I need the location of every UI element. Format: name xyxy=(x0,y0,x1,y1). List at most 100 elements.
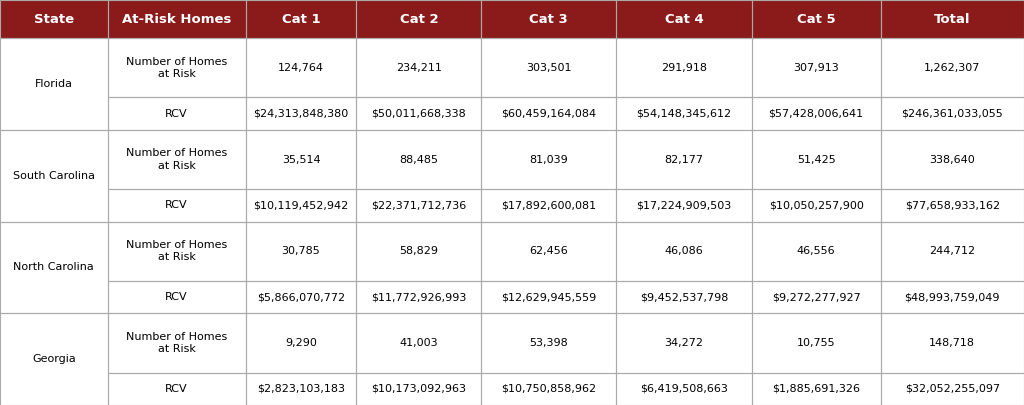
Bar xyxy=(246,313,356,373)
Bar xyxy=(356,281,481,313)
Bar xyxy=(481,222,616,281)
Bar xyxy=(881,222,1024,281)
Bar xyxy=(616,281,752,313)
Text: 51,425: 51,425 xyxy=(797,155,836,164)
Text: Cat 1: Cat 1 xyxy=(282,13,321,26)
Bar xyxy=(108,281,246,313)
Bar xyxy=(246,222,356,281)
Bar xyxy=(108,281,246,313)
Text: 62,456: 62,456 xyxy=(529,246,568,256)
Bar xyxy=(616,313,752,373)
Text: 10,755: 10,755 xyxy=(797,338,836,348)
Text: 58,829: 58,829 xyxy=(399,246,438,256)
Bar xyxy=(881,313,1024,373)
Bar xyxy=(108,373,246,405)
Text: Number of Homes
at Risk: Number of Homes at Risk xyxy=(126,57,227,79)
Text: $11,772,926,993: $11,772,926,993 xyxy=(371,292,467,302)
Bar xyxy=(108,0,246,38)
Text: Number of Homes
at Risk: Number of Homes at Risk xyxy=(126,240,227,262)
Bar xyxy=(881,189,1024,222)
Bar xyxy=(881,0,1024,38)
Bar xyxy=(752,373,881,405)
Text: At-Risk Homes: At-Risk Homes xyxy=(122,13,231,26)
Bar xyxy=(481,98,616,130)
Bar xyxy=(752,98,881,130)
Text: 41,003: 41,003 xyxy=(399,338,438,348)
Bar xyxy=(881,130,1024,189)
Bar xyxy=(108,373,246,405)
Bar xyxy=(246,222,356,281)
Bar xyxy=(481,189,616,222)
Bar xyxy=(881,130,1024,189)
Bar xyxy=(881,281,1024,313)
Text: RCV: RCV xyxy=(165,200,188,210)
Text: 30,785: 30,785 xyxy=(282,246,321,256)
Bar xyxy=(752,313,881,373)
Bar xyxy=(108,38,246,98)
Bar xyxy=(356,130,481,189)
Bar xyxy=(616,98,752,130)
Bar xyxy=(616,38,752,98)
Text: Georgia: Georgia xyxy=(32,354,76,364)
Bar xyxy=(356,38,481,98)
Text: $57,428,006,641: $57,428,006,641 xyxy=(769,109,863,119)
Bar xyxy=(356,98,481,130)
Bar xyxy=(0,0,108,38)
Text: Number of Homes
at Risk: Number of Homes at Risk xyxy=(126,148,227,171)
Bar xyxy=(481,130,616,189)
Text: Florida: Florida xyxy=(35,79,73,89)
Text: 53,398: 53,398 xyxy=(529,338,568,348)
Bar xyxy=(752,222,881,281)
Bar xyxy=(752,0,881,38)
Text: 34,272: 34,272 xyxy=(665,338,703,348)
Bar xyxy=(616,130,752,189)
Bar xyxy=(246,189,356,222)
Text: Number of Homes
at Risk: Number of Homes at Risk xyxy=(126,332,227,354)
Bar xyxy=(246,130,356,189)
Bar xyxy=(752,281,881,313)
Text: 88,485: 88,485 xyxy=(399,155,438,164)
Text: 81,039: 81,039 xyxy=(529,155,568,164)
Bar xyxy=(108,313,246,373)
Text: 35,514: 35,514 xyxy=(282,155,321,164)
Text: Cat 4: Cat 4 xyxy=(665,13,703,26)
Bar xyxy=(108,313,246,373)
Bar xyxy=(752,98,881,130)
Bar xyxy=(481,0,616,38)
Bar xyxy=(616,0,752,38)
Bar xyxy=(356,281,481,313)
Bar xyxy=(481,281,616,313)
Bar xyxy=(881,0,1024,38)
Bar xyxy=(0,313,108,405)
Bar xyxy=(246,0,356,38)
Bar xyxy=(108,130,246,189)
Bar xyxy=(752,222,881,281)
Bar xyxy=(481,313,616,373)
Bar xyxy=(246,98,356,130)
Bar xyxy=(616,38,752,98)
Text: $10,119,452,942: $10,119,452,942 xyxy=(253,200,349,210)
Bar xyxy=(356,98,481,130)
Bar xyxy=(0,0,108,38)
Bar xyxy=(481,38,616,98)
Text: $5,866,070,772: $5,866,070,772 xyxy=(257,292,345,302)
Bar xyxy=(0,313,108,405)
Bar xyxy=(108,38,246,98)
Bar xyxy=(356,189,481,222)
Bar xyxy=(481,189,616,222)
Bar xyxy=(481,0,616,38)
Bar xyxy=(616,189,752,222)
Text: 303,501: 303,501 xyxy=(526,63,571,73)
Bar xyxy=(616,222,752,281)
Bar xyxy=(616,0,752,38)
Bar xyxy=(108,130,246,189)
Bar xyxy=(616,189,752,222)
Text: 9,290: 9,290 xyxy=(285,338,317,348)
Text: State: State xyxy=(34,13,74,26)
Text: Cat 3: Cat 3 xyxy=(529,13,568,26)
Bar xyxy=(881,373,1024,405)
Bar xyxy=(752,313,881,373)
Bar xyxy=(752,130,881,189)
Text: $17,892,600,081: $17,892,600,081 xyxy=(502,200,596,210)
Bar xyxy=(481,130,616,189)
